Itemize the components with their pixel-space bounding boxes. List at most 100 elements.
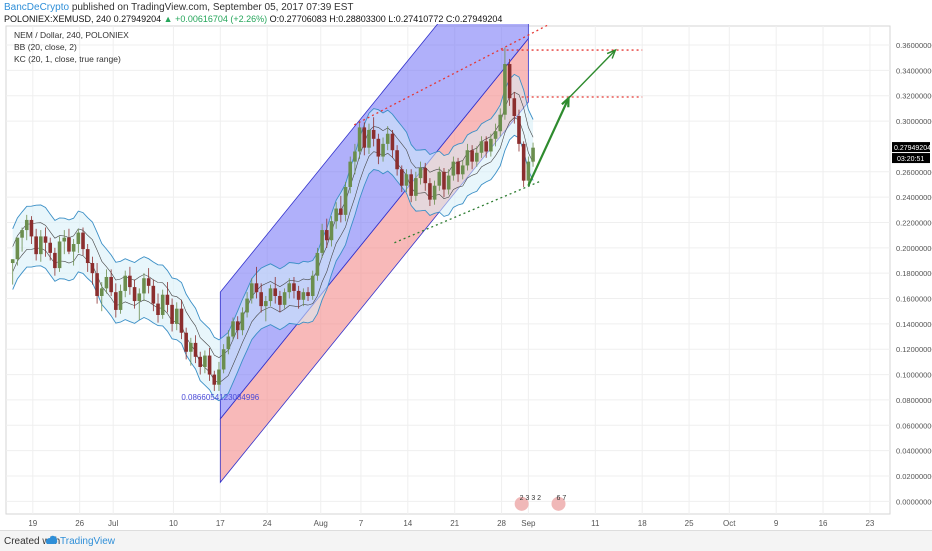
- y-tick-label: 0.02000000: [896, 472, 932, 481]
- x-tick-label: 14: [403, 519, 412, 528]
- candle-body: [428, 183, 432, 200]
- y-tick-label: 0.20000000: [896, 244, 932, 253]
- y-tick-label: 0.18000000: [896, 269, 932, 278]
- candle-body: [76, 232, 81, 245]
- resistance-trendline: [353, 24, 549, 126]
- candle-body: [193, 342, 198, 357]
- candle-body: [404, 174, 409, 186]
- footer: Created with TradingView: [0, 530, 932, 551]
- candle-body: [184, 332, 188, 352]
- x-tick-label: 25: [685, 519, 694, 528]
- candle-body: [235, 321, 240, 331]
- candle-body: [160, 294, 165, 315]
- x-tick-label: 7: [359, 519, 364, 528]
- candle-body: [432, 185, 437, 200]
- candle-body: [259, 292, 263, 307]
- candle-body: [381, 143, 385, 157]
- last-price: 0.27949204: [113, 14, 162, 24]
- candle-body: [217, 369, 221, 385]
- x-tick-label: Jul: [108, 519, 118, 528]
- x-tick-label: Oct: [723, 519, 736, 528]
- candle-body: [395, 150, 399, 170]
- candle-body: [99, 288, 104, 296]
- bb-lower-line: [12, 134, 534, 402]
- candle-body: [156, 303, 160, 315]
- candle-body: [39, 236, 43, 255]
- x-tick-label: 10: [169, 519, 178, 528]
- candle-body: [348, 161, 353, 187]
- candle-body: [470, 150, 474, 162]
- candle-body: [385, 133, 390, 144]
- candle-body: [474, 152, 479, 162]
- candle-body: [221, 349, 226, 370]
- candle-body: [43, 236, 48, 243]
- candle-body: [498, 114, 503, 132]
- candle-body: [62, 237, 67, 242]
- y-tick-label: 0.00000000: [896, 497, 932, 506]
- candle-body: [231, 321, 235, 337]
- x-tick-label: 26: [75, 519, 84, 528]
- candle-body: [376, 138, 381, 157]
- candle-body: [315, 252, 320, 276]
- y-tick-label: 0.06000000: [896, 421, 932, 430]
- bb-legend: BB (20, close, 2): [14, 42, 77, 52]
- candle-body: [151, 285, 156, 304]
- candle-body: [306, 292, 310, 296]
- ohlc-values: O:0.27706083 H:0.28803300 L:0.27410772 C…: [269, 14, 503, 24]
- candle-body: [320, 230, 324, 253]
- candle-body: [507, 64, 512, 99]
- x-tick-label: 24: [263, 519, 272, 528]
- candle-body: [353, 151, 357, 162]
- candle-body: [460, 165, 465, 175]
- candle-body: [301, 292, 306, 300]
- candle-body: [198, 356, 203, 367]
- candle-body: [203, 355, 207, 367]
- candle-body: [67, 237, 71, 252]
- y-tick-label: 0.32000000: [896, 92, 932, 101]
- candle-body: [517, 115, 521, 144]
- candle-body: [240, 312, 245, 331]
- publish-info: published on TradingView.com, September …: [71, 2, 354, 13]
- candle-body: [423, 167, 428, 184]
- candle-body: [479, 141, 484, 153]
- price-label-bg: [892, 142, 930, 153]
- kc-upper-line: [12, 91, 534, 358]
- candle-body: [137, 293, 142, 302]
- tradingview-brand[interactable]: TradingView: [60, 536, 116, 547]
- candle-body: [390, 133, 395, 151]
- chart-title: NEM / Dollar, 240, POLONIEX: [14, 30, 129, 40]
- candle-body: [179, 308, 184, 333]
- candle-body: [399, 169, 404, 186]
- price-chart[interactable]: 0.00000000 0.02000000 0.04000000 0.06000000…: [0, 24, 932, 530]
- symbol-name: POLONIEX:XEMUSD, 240: [4, 14, 112, 24]
- candle-body: [442, 171, 446, 190]
- price-change: +0.00616704 (+2.26%): [175, 14, 268, 24]
- x-tick-label: Aug: [314, 519, 328, 528]
- earnings-events-2-flag: [551, 496, 566, 511]
- candle-body: [526, 161, 531, 181]
- author-link[interactable]: BancDeCrypto: [4, 2, 70, 13]
- candle-body: [20, 230, 24, 238]
- x-tick-label: 11: [591, 519, 600, 528]
- low-price-annotation: 0.0866054123084996: [181, 393, 259, 402]
- candle-body: [367, 129, 371, 148]
- candle-body: [57, 241, 62, 269]
- projection-arrow-2-head: [606, 48, 617, 59]
- candle-body: [418, 167, 423, 179]
- candle-body: [512, 98, 517, 116]
- candle-body: [310, 275, 315, 296]
- candle-body: [287, 283, 292, 293]
- x-tick-label: Sep: [521, 519, 536, 528]
- countdown-label: 03:20:51: [897, 156, 924, 163]
- candle-body: [146, 278, 151, 286]
- candle-body: [503, 64, 507, 115]
- y-tick-label: 0.14000000: [896, 320, 932, 329]
- candle-body: [81, 232, 85, 250]
- candle-body: [53, 252, 57, 269]
- candle-body: [521, 143, 526, 181]
- candle-body: [339, 208, 343, 215]
- y-tick-label: 0.16000000: [896, 295, 932, 304]
- projection-arrow-2: [568, 49, 616, 99]
- candle-body: [334, 208, 338, 222]
- x-tick-label: 21: [450, 519, 459, 528]
